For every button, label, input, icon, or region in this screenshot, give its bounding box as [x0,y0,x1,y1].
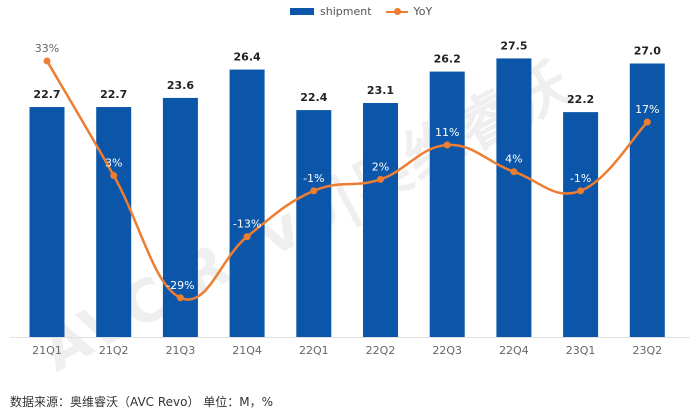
yoy-point-22Q2 [377,175,384,183]
yoy-point-22Q3 [443,141,451,149]
x-tick-22Q4: 22Q4 [499,344,529,357]
yoy-point-23Q1 [577,187,585,195]
bar-label-22Q3: 26.2 [434,53,461,66]
bar-label-22Q4: 27.5 [500,39,527,52]
legend-label-yoy: YoY [413,5,433,18]
yoy-point-23Q2 [643,118,651,126]
yoy-label-21Q1: 33% [35,42,59,55]
yoy-label-21Q4: -13% [233,218,261,231]
bar-label-21Q3: 23.6 [167,79,194,92]
yoy-point-22Q1 [310,187,318,195]
yoy-label-22Q1: -1% [303,172,324,185]
legend-label-shipment: shipment [320,5,372,18]
x-tick-22Q2: 22Q2 [366,344,396,357]
x-tick-21Q1: 21Q1 [32,344,62,357]
legend: shipment YoY [290,5,432,18]
bar-23Q1 [563,112,599,337]
bar-label-21Q1: 22.7 [33,88,60,101]
x-tick-21Q3: 21Q3 [166,344,196,357]
legend-swatch-yoy [385,7,408,15]
x-tick-22Q3: 22Q3 [432,344,462,357]
bar-21Q1 [29,107,65,337]
source-note: 数据来源：奥维睿沃（AVC Revo） 单位：M，% [10,395,274,409]
bar-label-22Q1: 22.4 [300,91,327,104]
x-tick-22Q1: 22Q1 [299,344,329,357]
bar-label-21Q2: 22.7 [100,88,127,101]
bar-22Q2 [363,102,398,337]
bar-label-23Q2: 27.0 [634,44,661,57]
bar-23Q2 [629,63,665,338]
x-tick-23Q1: 23Q1 [566,344,596,357]
yoy-point-21Q4 [243,233,251,241]
yoy-line [45,60,649,301]
x-tick-21Q4: 21Q4 [232,344,262,357]
yoy-label-22Q2: 2% [372,160,389,173]
bar-22Q4 [496,58,532,338]
x-tick-23Q2: 23Q2 [632,344,662,357]
yoy-label-22Q4: 4% [505,153,522,166]
bar-label-21Q4: 26.4 [234,51,261,64]
bar-21Q4 [229,69,265,338]
yoy-label-23Q2: 17% [635,103,659,116]
yoy-point-21Q1 [43,57,51,65]
yoy-label-23Q1: -1% [570,172,591,185]
legend-swatch-shipment [290,8,314,15]
bar-label-22Q2: 23.1 [367,84,394,97]
x-tick-21Q2: 21Q2 [99,344,129,357]
yoy-label-22Q3: 11% [435,126,459,139]
yoy-label-21Q3: -29% [166,279,194,292]
yoy-point-22Q4 [510,168,518,176]
bar-22Q3 [429,71,465,338]
bar-21Q2 [96,107,132,337]
bar-label-23Q1: 22.2 [567,93,594,106]
bar-22Q1 [296,110,332,337]
yoy-point-21Q2 [110,172,118,180]
yoy-label-21Q2: 3% [105,157,122,170]
yoy-point-21Q3 [176,294,184,302]
